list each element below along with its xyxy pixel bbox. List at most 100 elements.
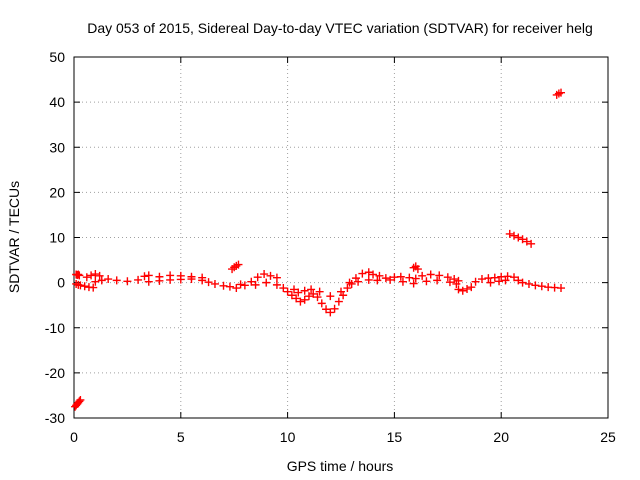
x-tick-label: 10: [280, 429, 296, 445]
data-point: [375, 271, 384, 280]
y-tick-label: 40: [49, 94, 65, 110]
data-point: [381, 274, 390, 283]
data-point: [445, 278, 454, 287]
data-point: [413, 265, 422, 274]
data-point: [354, 277, 363, 286]
data-point: [426, 270, 435, 279]
data-point: [240, 281, 249, 290]
data-point: [87, 271, 96, 280]
data-point: [334, 297, 343, 306]
x-tick-label: 5: [177, 429, 185, 445]
data-point: [557, 284, 566, 293]
data-point: [490, 273, 499, 282]
data-point: [477, 275, 486, 284]
data-point: [557, 88, 566, 97]
data-point: [287, 291, 296, 300]
data-point: [527, 239, 536, 248]
data-point: [450, 275, 459, 284]
x-tick-label: 15: [387, 429, 403, 445]
data-point: [345, 278, 354, 287]
data-point: [300, 295, 309, 304]
data-point: [234, 260, 243, 269]
data-point: [510, 231, 519, 240]
x-axis-label: GPS time / hours: [287, 458, 394, 474]
data-point: [373, 276, 382, 285]
data-point: [75, 397, 84, 406]
data-point: [210, 279, 219, 288]
data-point: [144, 277, 153, 286]
data-point: [531, 281, 540, 290]
data-point: [225, 282, 234, 291]
y-tick-label: -30: [45, 410, 65, 426]
data-point: [398, 277, 407, 286]
data-point: [166, 275, 175, 284]
data-point: [76, 395, 85, 404]
data-point: [317, 299, 326, 308]
data-point: [272, 273, 281, 282]
y-tick-label: 50: [49, 49, 65, 65]
data-point: [326, 308, 335, 317]
data-point: [503, 272, 512, 281]
data-point: [443, 273, 452, 282]
data-point: [322, 305, 331, 314]
data-point: [262, 278, 271, 287]
data-point: [290, 285, 299, 294]
data-point: [97, 276, 106, 285]
y-tick-label: -20: [45, 365, 65, 381]
data-point: [76, 281, 85, 290]
data-point: [454, 285, 463, 294]
data-point: [364, 268, 373, 277]
data-point: [204, 278, 213, 287]
data-point: [176, 275, 185, 284]
data-point: [418, 271, 427, 280]
data-point: [458, 286, 467, 295]
data-point: [467, 283, 476, 292]
data-point: [435, 271, 444, 280]
data-point: [518, 278, 527, 287]
data-point: [247, 277, 256, 286]
y-tick-label: 30: [49, 139, 65, 155]
data-point: [292, 294, 301, 303]
data-point: [330, 304, 339, 313]
y-axis-label: SDTVAR / TECUs: [6, 181, 22, 293]
data-points: [71, 88, 566, 411]
data-point: [75, 271, 84, 280]
data-point: [309, 289, 318, 298]
y-tick-label: 10: [49, 230, 65, 246]
x-tick-label: 25: [600, 429, 616, 445]
data-point: [343, 284, 352, 293]
data-point: [315, 287, 324, 296]
grid-lines: [74, 57, 608, 418]
data-point: [501, 276, 510, 285]
x-tick-label: 0: [70, 429, 78, 445]
data-point: [514, 276, 523, 285]
data-point: [198, 276, 207, 285]
data-point: [296, 297, 305, 306]
data-point: [411, 274, 420, 283]
data-point: [232, 284, 241, 293]
data-point: [505, 229, 514, 238]
data-point: [300, 286, 309, 295]
data-point: [358, 269, 367, 278]
data-point: [155, 276, 164, 285]
data-point: [253, 273, 262, 282]
y-tick-label: -10: [45, 320, 65, 336]
data-point: [134, 275, 143, 284]
data-point: [364, 275, 373, 284]
data-point: [537, 282, 546, 291]
data-point: [260, 270, 269, 279]
data-point: [433, 276, 442, 285]
data-point: [219, 281, 228, 290]
data-point: [104, 275, 113, 284]
y-tick-label: 20: [49, 184, 65, 200]
data-point: [91, 277, 100, 286]
data-point: [405, 273, 414, 282]
data-point: [522, 237, 531, 246]
y-tick-label: 0: [57, 275, 65, 291]
data-point: [524, 279, 533, 288]
data-point: [272, 280, 281, 289]
axis-ticks: 0 5 10 15 20 25 -30 -20 -10 0 10 20 30 40 50: [45, 49, 616, 445]
data-point: [251, 280, 260, 289]
data-point: [123, 277, 132, 286]
data-point: [89, 283, 98, 292]
